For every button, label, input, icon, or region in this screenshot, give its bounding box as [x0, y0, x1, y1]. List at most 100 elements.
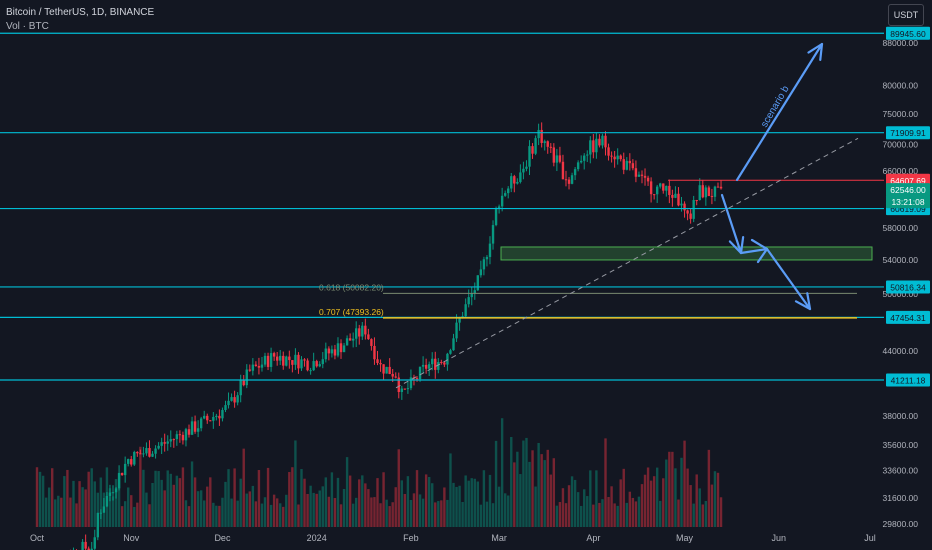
volume-bar [269, 504, 273, 527]
scenario-down-arrow-head [794, 292, 812, 311]
level-price-label: 47454.31 [890, 313, 926, 323]
candle-body [233, 397, 236, 403]
volume-bar [467, 480, 470, 527]
candle-body [598, 138, 601, 146]
candle-body [151, 453, 154, 457]
volume-bar [57, 495, 60, 527]
candle-body [470, 293, 473, 298]
volume-bar [99, 477, 103, 527]
volume-bar [695, 474, 698, 527]
candle-body [221, 410, 224, 419]
volume-bar [294, 440, 297, 527]
time-axis-label: Jun [772, 533, 787, 543]
scenario-bounce-line [739, 247, 769, 255]
volume-bar [516, 451, 519, 527]
symbol-title[interactable]: Bitcoin / TetherUS, 1D, BINANCE [6, 7, 155, 18]
volume-bar [668, 451, 671, 527]
volume-bar [60, 497, 63, 527]
candle-body [659, 183, 662, 187]
volume-bar [148, 504, 151, 527]
level-price-label: 41211.18 [891, 376, 926, 386]
time-axis-label: Apr [586, 533, 600, 543]
candle-body [215, 415, 218, 417]
volume-bar [610, 486, 613, 527]
price-axis-label: 80000.00 [883, 80, 919, 90]
scenario-annotation: scenario b [759, 84, 792, 130]
volume-bar [72, 480, 75, 527]
candle-body [309, 370, 312, 372]
price-axis-label: 33600.00 [883, 466, 919, 476]
candle-body [282, 355, 285, 366]
candle-body [418, 366, 422, 380]
volume-bar [604, 438, 607, 527]
candle-body [452, 338, 455, 351]
candle-body [446, 353, 449, 365]
candle-body [680, 203, 683, 206]
candle-body [662, 183, 665, 191]
volume-bar [397, 449, 400, 527]
candle-body [248, 369, 252, 371]
candle-body [573, 169, 577, 176]
candle-body [440, 361, 443, 363]
candle-body [406, 388, 410, 390]
volume-bar [54, 499, 57, 527]
scenario-down-arrow [765, 247, 812, 311]
volume-bar [199, 490, 203, 527]
volume-bar [239, 478, 242, 527]
volume-bar [127, 487, 130, 527]
candle-body [199, 418, 203, 429]
price-axis-label: 54000.00 [883, 255, 919, 265]
volume-indicator-label[interactable]: Vol · BTC [6, 21, 49, 32]
candle-body [269, 353, 273, 367]
candle-body [488, 243, 492, 257]
volume-bar [634, 501, 638, 527]
volume-bar [613, 503, 616, 527]
candle-body [683, 203, 686, 211]
volume-bars [35, 418, 723, 527]
candle-body [540, 129, 543, 143]
volume-bar [96, 492, 100, 527]
candle-body [646, 177, 650, 182]
volume-bar [342, 488, 346, 527]
volume-bar [415, 470, 419, 527]
scenario-up-arrow [735, 42, 824, 182]
candle-body [485, 256, 489, 260]
volume-bar [510, 436, 513, 527]
price-axis-label: 31600.00 [883, 493, 919, 503]
candle-body [148, 448, 151, 457]
candle-body [403, 388, 407, 390]
volume-bar [245, 493, 248, 527]
candle-body [449, 350, 452, 354]
volume-bar [169, 473, 172, 527]
candle-body [649, 181, 653, 195]
candle-body [376, 359, 379, 363]
candle-body [397, 377, 400, 392]
candle-body [193, 421, 197, 432]
candle-body [254, 364, 258, 366]
candle-body [698, 185, 701, 201]
candle-body [300, 359, 303, 369]
candle-body [576, 162, 580, 170]
candle-body [531, 146, 534, 154]
candle-body [96, 512, 100, 538]
volume-bar [488, 474, 492, 527]
volume-bar [628, 491, 632, 527]
volume-bar [437, 501, 440, 527]
level-price-badge [886, 310, 930, 324]
candle-body [522, 168, 525, 173]
volume-bar [63, 476, 66, 527]
volume-bar [683, 440, 686, 527]
candle-body [464, 304, 467, 317]
level-price-label: 60619.09 [890, 204, 926, 214]
currency-button[interactable]: USDT [888, 4, 924, 26]
candle-body [716, 186, 720, 188]
volume-bar [646, 467, 650, 527]
price-axis-label: 35600.00 [883, 440, 919, 450]
volume-bar [151, 482, 154, 527]
volume-bar [187, 506, 191, 527]
candle-body [494, 207, 498, 226]
candle-body [172, 439, 176, 441]
volume-bar [491, 503, 495, 527]
level-price-badge [886, 126, 930, 140]
